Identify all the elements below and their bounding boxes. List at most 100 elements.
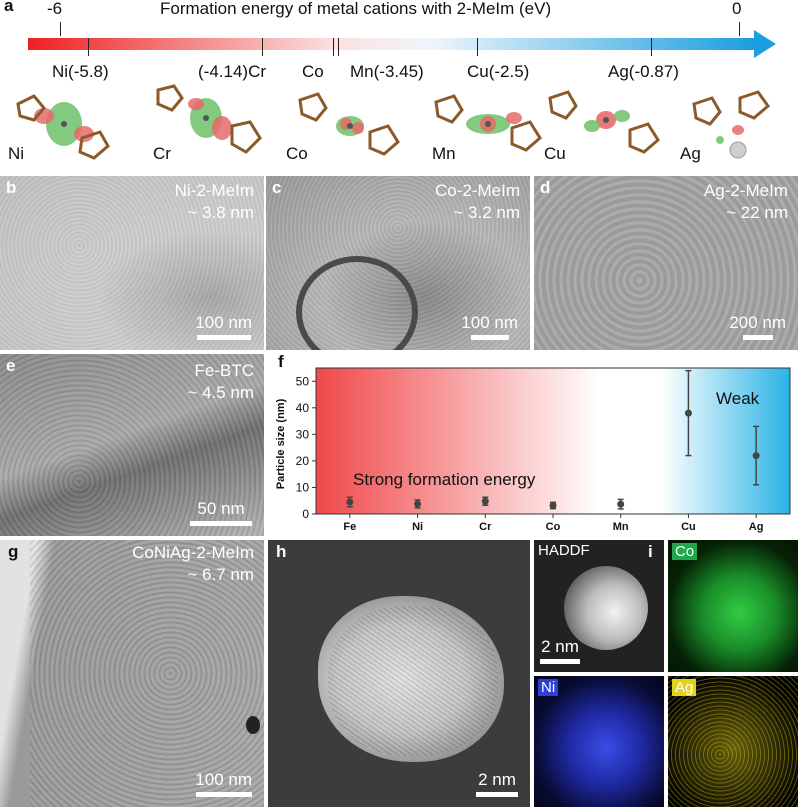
particle-texture — [30, 540, 264, 807]
panel-d-size: ~ 22 nm — [726, 203, 788, 222]
panel-d-scale-label: 200 nm — [729, 313, 786, 332]
panel-i-letter: i — [648, 542, 653, 561]
ni-map-label: Ni — [538, 679, 559, 696]
co-map-label: Co — [672, 543, 698, 560]
co-map: Co — [668, 540, 798, 672]
panel-g-letter: g — [8, 542, 19, 561]
dark-particle — [246, 716, 260, 734]
panel-h-scale-label: 2 nm — [478, 770, 516, 789]
panel-h-haadf-image: h 2 nm — [268, 540, 530, 807]
ag-signal — [668, 676, 798, 807]
data-point-co — [549, 502, 557, 510]
x-tick-label-ag: Ag — [749, 521, 764, 533]
panel-e-scale-bar: 50 nm — [190, 499, 252, 526]
annotation-strong: Strong formation energy — [353, 470, 536, 489]
particle-texture — [534, 176, 798, 350]
tick-cr — [262, 38, 263, 56]
molecule-cr-image — [156, 84, 262, 154]
y-tick-label: 30 — [296, 427, 310, 441]
panel-e-tem-image: e Fe-BTC ~ 4.5 nm 50 nm — [0, 354, 264, 536]
molecule-cu-image — [548, 90, 660, 154]
data-point-ag — [752, 452, 760, 460]
panel-b-scale-label: 100 nm — [195, 313, 252, 332]
data-point-cr — [481, 497, 489, 505]
tick-ni — [88, 38, 89, 56]
panel-e-annotation: Fe-BTC ~ 4.5 nm — [187, 360, 254, 404]
panel-h-letter: h — [276, 542, 287, 561]
ni-map: Ni — [534, 676, 664, 807]
molecule-label-co: Co — [286, 144, 308, 163]
energy-label-ag: Ag(-0.87) — [608, 62, 679, 81]
ag-dots — [668, 676, 798, 807]
panel-a: a -6 Formation energy of metal cations w… — [0, 0, 798, 172]
tick-mn — [338, 38, 339, 56]
molecule-label-cr: Cr — [153, 144, 171, 163]
y-axis-label: Particle size (nm) — [275, 398, 287, 489]
x-tick-label-fe: Fe — [343, 521, 356, 533]
energy-gradient-arrow — [28, 30, 776, 58]
panel-g-annotation: CoNiAg-2-MeIm ~ 6.7 nm — [132, 542, 254, 586]
panel-i-scale-bar: 2 nm — [540, 637, 580, 664]
panel-e-scale-label: 50 nm — [197, 499, 245, 518]
panel-d-tem-image: d Ag-2-MeIm ~ 22 nm 200 nm — [534, 176, 798, 350]
y-tick-label: 0 — [302, 507, 309, 521]
particle-texture — [0, 176, 264, 350]
panel-e-size: ~ 4.5 nm — [187, 383, 254, 402]
molecule-label-cu: Cu — [544, 144, 566, 163]
tick-ag — [651, 38, 652, 56]
energy-label-ni: Ni(-5.8) — [52, 62, 109, 81]
tick-max — [739, 22, 740, 36]
ni-signal — [534, 676, 664, 807]
panel-g-scale-bar: 100 nm — [195, 770, 252, 797]
panel-h-scale-bar: 2 nm — [476, 770, 518, 797]
panel-d-annotation: Ag-2-MeIm ~ 22 nm — [704, 180, 788, 224]
y-tick-label: 10 — [296, 480, 310, 494]
panel-a-title: Formation energy of metal cations with 2… — [160, 0, 552, 18]
panel-g-tem-image: g CoNiAg-2-MeIm ~ 6.7 nm 100 nm — [0, 540, 264, 807]
haddf-map: HADDF i 2 nm — [534, 540, 664, 672]
panel-b-letter: b — [6, 178, 17, 197]
particle-size-chart: 0 10 20 30 40 50 Fe Ni Cr Co Mn Cu Ag Particle size… — [275, 367, 791, 533]
data-point-cu — [684, 409, 692, 417]
scale-min-label: -6 — [47, 0, 63, 18]
panel-b-size: ~ 3.8 nm — [187, 203, 254, 222]
panel-c-size: ~ 3.2 nm — [453, 203, 520, 222]
energy-label-mn: Mn(-3.45) — [350, 62, 424, 81]
panel-c-scale-bar: 100 nm — [461, 313, 518, 340]
panel-d-scale-bar: 200 nm — [729, 313, 786, 340]
panel-f-chart: f 0 10 20 30 40 50 Fe Ni Cr Co Mn Cu Ag Particle si… — [268, 352, 798, 536]
y-tick-label: 50 — [296, 374, 310, 388]
molecule-label-mn: Mn — [432, 144, 456, 163]
panel-e-letter: e — [6, 356, 16, 375]
panel-e-sample: Fe-BTC — [194, 361, 255, 380]
molecule-ni-image — [16, 94, 110, 160]
panel-c-annotation: Co-2-MeIm ~ 3.2 nm — [435, 180, 520, 224]
molecule-co-image — [298, 92, 400, 156]
x-tick-label-co: Co — [546, 521, 561, 533]
panel-i-eds-maps: HADDF i 2 nm Co Ni Ag — [534, 540, 798, 807]
energy-label-co: Co — [302, 62, 324, 81]
panel-c-scale-label: 100 nm — [461, 313, 518, 332]
x-tick-label-ni: Ni — [412, 521, 423, 533]
panel-c-sample: Co-2-MeIm — [434, 181, 520, 200]
panel-i-scale-label: 2 nm — [541, 637, 579, 656]
ag-map: Ag — [668, 676, 798, 807]
panel-g-scale-label: 100 nm — [195, 770, 252, 789]
haddf-particle — [564, 566, 648, 650]
ag-map-label: Ag — [672, 679, 697, 696]
molecule-label-ag: Ag — [680, 144, 701, 163]
nanoparticle — [318, 596, 504, 762]
lattice-fringes — [328, 606, 498, 756]
x-tick-label-mn: Mn — [613, 521, 629, 533]
energy-label-cr: (-4.14)Cr — [198, 62, 267, 81]
tick-min — [60, 22, 61, 36]
tick-co — [333, 38, 334, 56]
panel-c-tem-image: c Co-2-MeIm ~ 3.2 nm 100 nm — [266, 176, 530, 350]
data-point-fe — [346, 498, 354, 506]
panel-b-tem-image: b Ni-2-MeIm ~ 3.8 nm 100 nm — [0, 176, 264, 350]
x-tick-label-cu: Cu — [681, 521, 696, 533]
y-tick-label: 40 — [296, 401, 310, 415]
panel-g-size: ~ 6.7 nm — [187, 565, 254, 584]
panel-d-sample: Ag-2-MeIm — [703, 181, 788, 200]
co-signal — [668, 540, 798, 672]
